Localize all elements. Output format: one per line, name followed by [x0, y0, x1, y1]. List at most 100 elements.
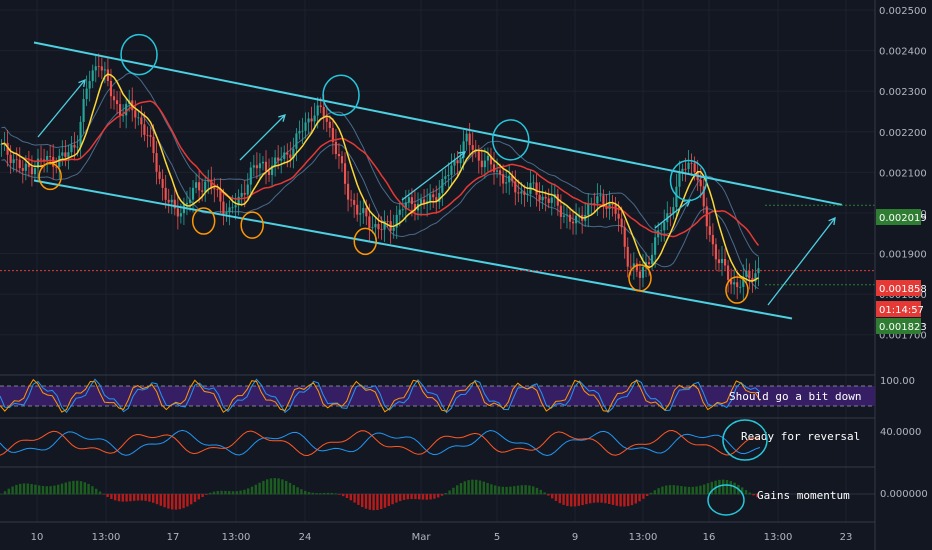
candle-body[interactable]: [109, 80, 113, 97]
candle-body[interactable]: [438, 192, 441, 203]
candle-body[interactable]: [629, 266, 632, 268]
candle-body[interactable]: [103, 69, 106, 71]
stochastic-rsi-pane[interactable]: [0, 378, 761, 414]
candle-body[interactable]: [195, 182, 198, 188]
candle-body[interactable]: [198, 182, 201, 191]
channel-drawings[interactable]: [0, 41, 875, 320]
candle-body[interactable]: [9, 154, 12, 164]
candle-body[interactable]: [626, 246, 629, 267]
candle-body[interactable]: [277, 157, 280, 161]
momentum-pane[interactable]: [0, 478, 759, 511]
candle-body[interactable]: [410, 197, 413, 205]
candle-body[interactable]: [617, 213, 620, 219]
candle-body[interactable]: [444, 176, 447, 179]
candle-body[interactable]: [36, 158, 40, 169]
candle-body[interactable]: [246, 184, 249, 195]
candle-body[interactable]: [614, 204, 617, 214]
candle-body[interactable]: [231, 207, 234, 209]
candle-body[interactable]: [669, 213, 672, 215]
candle-body[interactable]: [15, 159, 18, 161]
candle-body[interactable]: [356, 204, 359, 215]
candle-body[interactable]: [565, 214, 569, 216]
candle-body[interactable]: [39, 158, 43, 160]
candle-body[interactable]: [176, 208, 179, 217]
candle-body[interactable]: [562, 215, 565, 217]
candle-body[interactable]: [419, 199, 423, 204]
candle-body[interactable]: [173, 199, 176, 209]
candle-body[interactable]: [350, 199, 353, 201]
candle-body[interactable]: [30, 167, 33, 175]
candle-body[interactable]: [337, 153, 341, 157]
candle-body[interactable]: [207, 179, 210, 182]
candle-body[interactable]: [526, 193, 529, 195]
candle-body[interactable]: [340, 156, 344, 164]
candle-body[interactable]: [575, 215, 578, 224]
candle-body[interactable]: [733, 282, 736, 285]
candle-body[interactable]: [298, 131, 301, 134]
candle-body[interactable]: [188, 199, 192, 203]
candle-body[interactable]: [748, 270, 751, 279]
candle-body[interactable]: [480, 160, 483, 168]
candle-body[interactable]: [456, 160, 459, 164]
candle-body[interactable]: [401, 209, 404, 211]
candle-body[interactable]: [112, 96, 116, 101]
candle-body[interactable]: [447, 174, 450, 177]
candle-body[interactable]: [647, 262, 651, 265]
candle-body[interactable]: [27, 163, 30, 168]
candle-body[interactable]: [322, 107, 325, 118]
candle-body[interactable]: [6, 142, 9, 155]
candle-body[interactable]: [191, 187, 195, 200]
candle-body[interactable]: [362, 208, 365, 214]
candle-body[interactable]: [404, 202, 407, 210]
candle-body[interactable]: [149, 135, 152, 137]
candle-body[interactable]: [328, 121, 331, 128]
candle-body[interactable]: [377, 223, 380, 230]
candle-body[interactable]: [292, 148, 295, 159]
candle-body[interactable]: [85, 88, 88, 100]
candle-body[interactable]: [547, 198, 550, 203]
candle-body[interactable]: [568, 214, 572, 222]
candle-body[interactable]: [140, 117, 143, 125]
candle-body[interactable]: [502, 174, 505, 184]
candle-body[interactable]: [538, 194, 541, 201]
candle-body[interactable]: [249, 167, 252, 185]
candle-body[interactable]: [681, 168, 684, 172]
candle-body[interactable]: [331, 127, 334, 142]
candle-body[interactable]: [371, 227, 374, 229]
candle-body[interactable]: [559, 205, 562, 217]
candle-body[interactable]: [541, 196, 544, 201]
candle-body[interactable]: [325, 117, 328, 122]
candle-body[interactable]: [170, 199, 173, 203]
candle-body[interactable]: [33, 168, 37, 175]
candle-body[interactable]: [106, 69, 109, 81]
candle-body[interactable]: [505, 182, 508, 184]
candle-body[interactable]: [252, 165, 255, 168]
candle-body[interactable]: [313, 115, 316, 122]
candle-body[interactable]: [705, 206, 708, 227]
candle-body[interactable]: [523, 191, 526, 195]
candle-body[interactable]: [91, 70, 94, 82]
candle-body[interactable]: [508, 175, 511, 183]
candle-body[interactable]: [213, 188, 216, 190]
candle-body[interactable]: [398, 209, 401, 215]
candle-body[interactable]: [185, 202, 189, 205]
candle-body[interactable]: [468, 133, 471, 146]
candle-body[interactable]: [125, 103, 128, 116]
candle-body[interactable]: [271, 165, 274, 175]
candle-body[interactable]: [100, 66, 103, 71]
candle-body[interactable]: [286, 152, 289, 155]
candle-body[interactable]: [76, 146, 79, 148]
candle-body[interactable]: [641, 266, 645, 278]
candle-body[interactable]: [632, 263, 635, 267]
candle-body[interactable]: [511, 175, 514, 182]
candle-body[interactable]: [395, 214, 398, 228]
candle-body[interactable]: [164, 187, 167, 200]
candle-body[interactable]: [219, 189, 222, 202]
candle-body[interactable]: [88, 81, 91, 89]
candle-body[interactable]: [310, 118, 313, 122]
candle-body[interactable]: [61, 152, 64, 156]
candle-body[interactable]: [602, 195, 605, 206]
candle-body[interactable]: [264, 161, 268, 172]
candle-body[interactable]: [450, 165, 453, 175]
